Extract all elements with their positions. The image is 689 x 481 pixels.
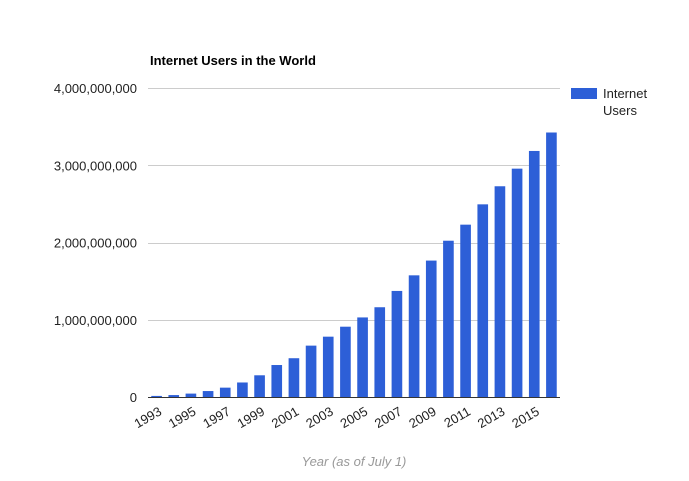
bar-1994[interactable] — [168, 395, 180, 397]
bars — [151, 132, 557, 398]
x-tick-label: 2015 — [509, 404, 542, 431]
x-tick-label: 1997 — [200, 404, 233, 431]
legend-swatch — [571, 88, 597, 99]
grid — [148, 88, 560, 398]
x-tick-label: 2007 — [372, 404, 405, 431]
bar-2005[interactable] — [357, 317, 368, 397]
y-tick-label: 2,000,000,000 — [54, 236, 137, 251]
bar-1993[interactable] — [151, 395, 162, 397]
y-tick-label: 3,000,000,000 — [54, 158, 137, 173]
x-tick-label: 2013 — [475, 404, 508, 431]
bar-1995[interactable] — [185, 393, 197, 397]
bar-2012[interactable] — [477, 204, 489, 397]
bar-1996[interactable] — [202, 391, 214, 397]
bar-1999[interactable] — [254, 375, 265, 397]
bar-2010[interactable] — [443, 240, 454, 397]
x-tick-label: 1995 — [166, 404, 199, 431]
chart-title: Internet Users in the World — [150, 53, 316, 68]
y-tick-label: 4,000,000,000 — [54, 81, 137, 96]
x-tick-label: 1999 — [235, 404, 268, 431]
bar-2008[interactable] — [408, 275, 420, 397]
x-tick-label: 2003 — [303, 404, 336, 431]
bar-2006[interactable] — [374, 307, 386, 397]
bar-2009[interactable] — [425, 260, 437, 397]
y-tick-label: 0 — [130, 390, 137, 405]
x-axis: 1993 1995 1997 1999 2001 2003 2005 2007 2009 2011… — [132, 404, 542, 431]
x-tick-label: 2001 — [269, 404, 302, 431]
bar-2001[interactable] — [288, 358, 300, 397]
x-axis-title: Year (as of July 1) — [302, 454, 407, 469]
bar-2011[interactable] — [460, 224, 471, 397]
legend-label: Internet Users — [603, 86, 647, 118]
bar-2015[interactable] — [528, 150, 540, 397]
bar-2004[interactable] — [340, 326, 351, 397]
bar-2016[interactable] — [546, 132, 557, 398]
bar-2007[interactable] — [391, 290, 403, 397]
bar-2003[interactable] — [322, 336, 334, 397]
x-tick-label: 2011 — [441, 404, 473, 431]
legend[interactable]: Internet Users — [571, 86, 647, 118]
bar-2014[interactable] — [511, 168, 523, 397]
bar-1997[interactable] — [219, 387, 231, 397]
bar-2013[interactable] — [494, 186, 506, 397]
x-tick-label: 2005 — [338, 404, 371, 431]
bar-1998[interactable] — [237, 382, 248, 397]
bar-2000[interactable] — [271, 365, 283, 397]
y-axis: 0 1,000,000,000 2,000,000,000 3,000,000,000… — [54, 81, 137, 405]
x-tick-label: 1993 — [132, 404, 165, 431]
bar-2002[interactable] — [305, 345, 317, 397]
y-tick-label: 1,000,000,000 — [54, 313, 137, 328]
x-tick-label: 2009 — [406, 404, 439, 431]
